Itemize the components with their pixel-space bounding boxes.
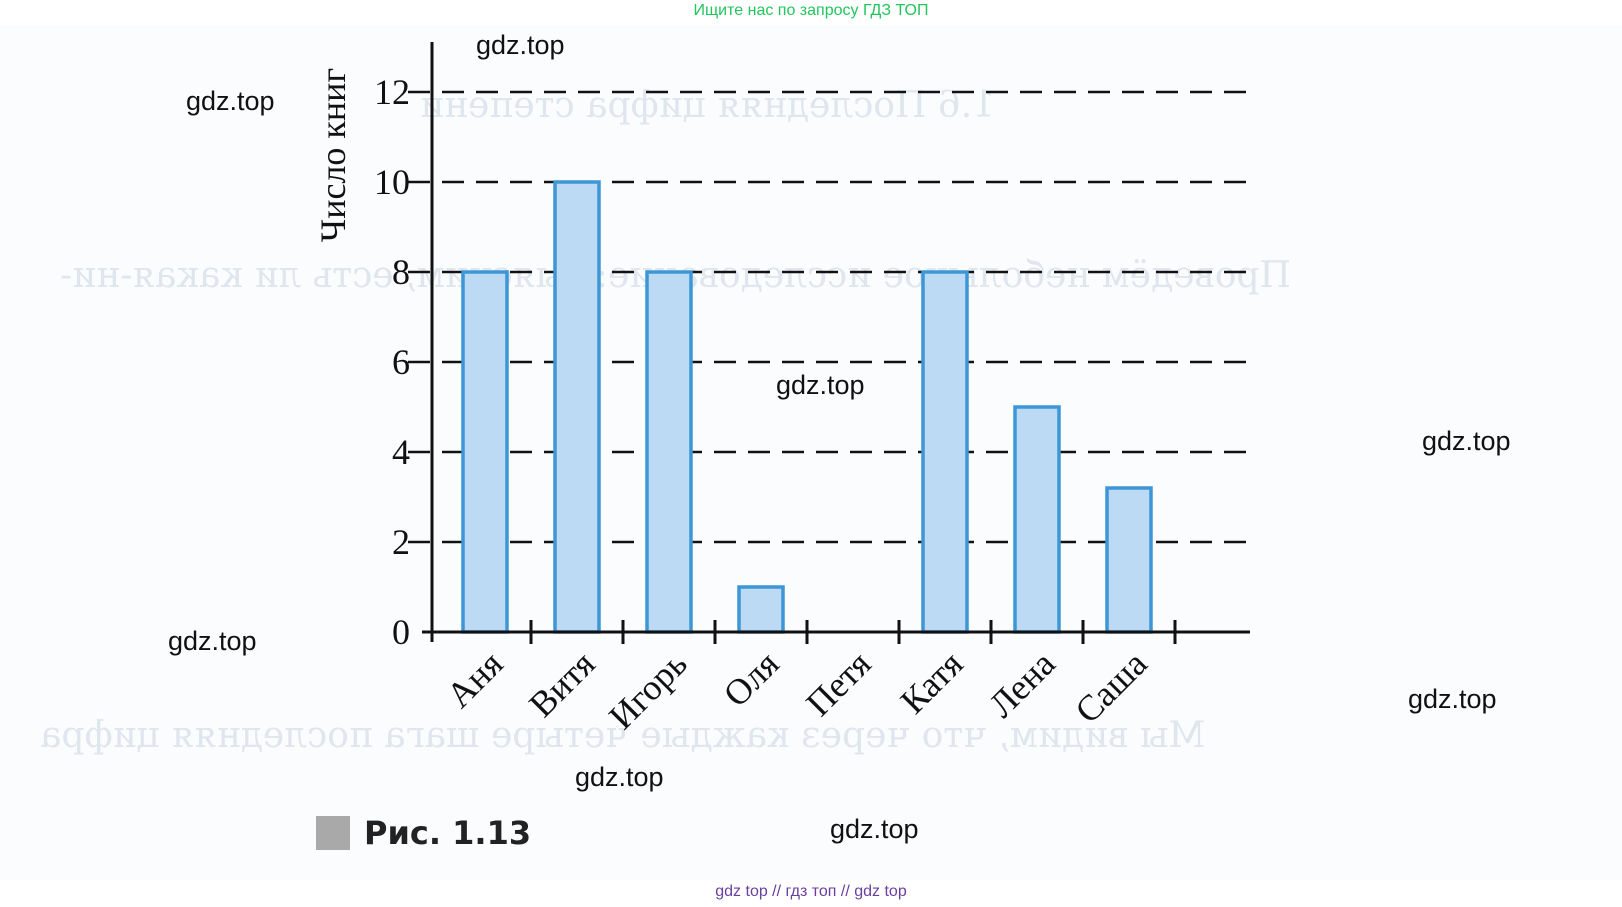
y-tick-label: 4 bbox=[392, 432, 410, 472]
bar bbox=[553, 180, 601, 634]
bar bbox=[1013, 405, 1061, 634]
x-category-label: Витя bbox=[521, 643, 602, 724]
watermark: gdz.top bbox=[1408, 684, 1497, 714]
watermark: gdz.top bbox=[830, 814, 919, 844]
y-tick-labels: 0 2 4 6 8 10 12 bbox=[374, 72, 410, 652]
watermark: gdz.top bbox=[575, 762, 664, 792]
watermark: gdz.top bbox=[776, 370, 865, 400]
watermark: gdz.top bbox=[1422, 426, 1511, 456]
y-tick-label: 0 bbox=[392, 612, 410, 652]
caption-text: Рис. 1.13 bbox=[364, 814, 532, 852]
y-tick-label: 2 bbox=[392, 522, 410, 562]
bottom-banner[interactable]: gdz top // гдз топ // gdz top bbox=[715, 883, 907, 900]
x-category-label: Оля bbox=[716, 643, 787, 714]
x-category-label: Петя bbox=[798, 643, 878, 723]
watermark: gdz.top bbox=[186, 86, 275, 116]
caption-square-icon bbox=[316, 816, 350, 850]
bar bbox=[461, 270, 509, 634]
y-tick-label: 6 bbox=[392, 342, 410, 382]
axes bbox=[422, 42, 1250, 644]
background-page: 1.6 Последняя цифра степени Проведём неб… bbox=[0, 25, 1622, 880]
x-category-label: Игорь bbox=[601, 643, 695, 737]
bars bbox=[461, 180, 1153, 634]
x-category-label: Аня bbox=[439, 643, 511, 715]
bar bbox=[645, 270, 693, 634]
x-category-label: Саша bbox=[1067, 643, 1154, 730]
bar bbox=[921, 270, 969, 634]
y-tick-label: 8 bbox=[392, 252, 410, 292]
top-banner[interactable]: Ищите нас по запросу ГДЗ ТОП bbox=[693, 2, 929, 19]
x-category-label: Катя bbox=[893, 643, 971, 721]
watermark: gdz.top bbox=[168, 626, 257, 656]
watermark: gdz.top bbox=[476, 30, 565, 60]
x-category-label: Лена bbox=[981, 643, 1063, 725]
y-tick-label: 12 bbox=[374, 72, 410, 112]
figure-caption: Рис. 1.13 bbox=[316, 814, 531, 852]
y-axis-title: Число книг bbox=[313, 68, 353, 242]
bar bbox=[1105, 486, 1153, 634]
bar bbox=[737, 585, 785, 634]
y-tick-label: 10 bbox=[374, 162, 410, 202]
gridlines bbox=[408, 90, 1250, 544]
